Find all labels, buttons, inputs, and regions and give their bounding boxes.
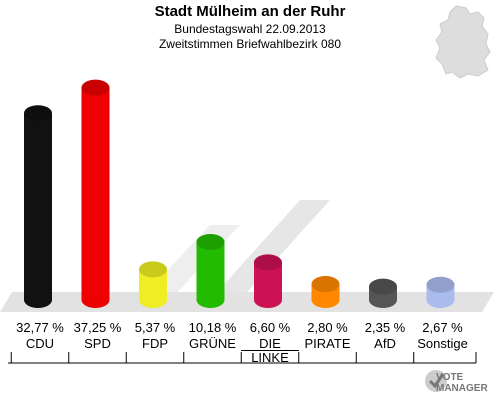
chart-floor xyxy=(0,292,494,312)
chart-subtitle-district: Zweitstimmen Briefwahlbezirk 080 xyxy=(158,37,342,51)
value-label: 2,35 % xyxy=(364,320,406,335)
category-label: Sonstige xyxy=(417,336,468,351)
bar-pirate xyxy=(311,276,340,308)
bar-spd xyxy=(81,79,110,308)
bar-body xyxy=(196,241,225,300)
chart-subtitle-election: Bundestagswahl 22.09.2013 xyxy=(174,22,326,36)
bar-base xyxy=(24,292,52,308)
value-label: 2,80 % xyxy=(307,320,348,335)
bar-body xyxy=(24,113,52,300)
category-label: AfD xyxy=(374,336,396,351)
bar-top xyxy=(311,276,340,293)
chart-title: Stadt Mülheim an der Ruhr xyxy=(154,3,346,20)
value-label: 2,67 % xyxy=(422,320,463,335)
bar-top xyxy=(24,105,52,122)
bar-top xyxy=(81,79,110,96)
bar-base xyxy=(369,292,397,308)
bar-body xyxy=(81,87,110,300)
bar-grüne xyxy=(196,233,225,308)
bar-fdp xyxy=(139,261,167,308)
bar-top xyxy=(139,261,167,278)
value-label: 10,18 % xyxy=(188,320,237,335)
bar-base xyxy=(196,292,225,308)
bar-top xyxy=(426,276,455,293)
bar-die-linke xyxy=(254,254,282,308)
germany-map-icon xyxy=(435,5,491,79)
category-label: GRÜNE xyxy=(189,336,236,351)
bar-top xyxy=(369,278,397,295)
logo-line-manager: MANAGER xyxy=(436,383,488,394)
bar-cdu xyxy=(24,105,52,308)
value-label: 37,25 % xyxy=(73,320,122,335)
bar-base xyxy=(311,292,340,308)
bar-top xyxy=(196,233,225,250)
value-label: 32,77 % xyxy=(16,320,64,335)
bar-afd xyxy=(369,278,397,308)
category-label: CDU xyxy=(25,336,55,351)
bar-sonstige xyxy=(426,276,455,308)
logo-line-vote: VOTE xyxy=(436,372,464,383)
category-label: DIE LINKE xyxy=(241,337,299,364)
value-label: 5,37 % xyxy=(134,320,176,335)
category-label: FDP xyxy=(142,336,168,351)
category-label: PIRATE xyxy=(304,336,351,351)
background-decoration xyxy=(210,200,330,300)
value-label: 6,60 % xyxy=(249,320,291,335)
bar-base xyxy=(139,292,167,308)
vote-manager-logo-text: VOTE MANAGER xyxy=(436,372,496,394)
bar-top xyxy=(254,254,282,271)
bar-base xyxy=(254,292,282,308)
category-label: SPD xyxy=(84,336,111,351)
bar-base xyxy=(81,292,110,308)
bar-base xyxy=(426,292,455,308)
vote-manager-logo-icon xyxy=(425,370,447,392)
